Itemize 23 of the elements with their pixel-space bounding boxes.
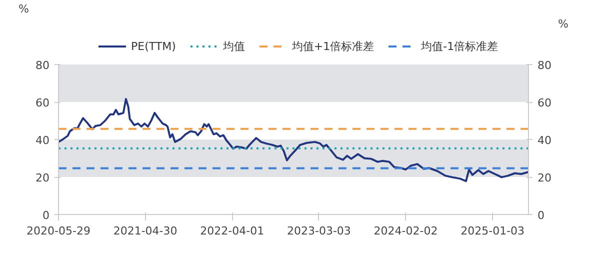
y2-tick-label: 20: [538, 172, 552, 184]
x-tick-label: 2023-03-03: [286, 224, 351, 238]
x-tick-label: 2022-04-01: [200, 224, 264, 238]
legend-label: 均值+1倍标准差: [292, 38, 374, 54]
x-tick-label: 2024-02-02: [374, 224, 438, 238]
legend-label: 均值: [222, 38, 245, 54]
y2-tick-label: 60: [538, 96, 552, 110]
y2-axis-title: %: [558, 18, 568, 30]
line-series: [58, 98, 528, 182]
y-tick-label: 80: [36, 59, 50, 72]
y2-tick-label: 0: [538, 209, 544, 222]
legend-label: 均值-1倍标准差: [421, 38, 498, 54]
x-tick-label: 2020-05-29: [26, 224, 90, 238]
y-tick-label: 40: [36, 134, 50, 147]
y2-tick-label: 80: [538, 59, 552, 72]
y-tick-label: 20: [36, 172, 50, 184]
y-axis-title: %: [18, 2, 29, 16]
x-tick-label: 2025-01-03: [460, 224, 525, 238]
legend-label: PE(TTM): [131, 40, 176, 52]
y2-tick-label: 40: [538, 134, 552, 147]
y-tick-label: 60: [36, 96, 50, 110]
x-tick-label: 2021-04-30: [113, 224, 178, 238]
y-tick-label: 0: [42, 209, 50, 222]
